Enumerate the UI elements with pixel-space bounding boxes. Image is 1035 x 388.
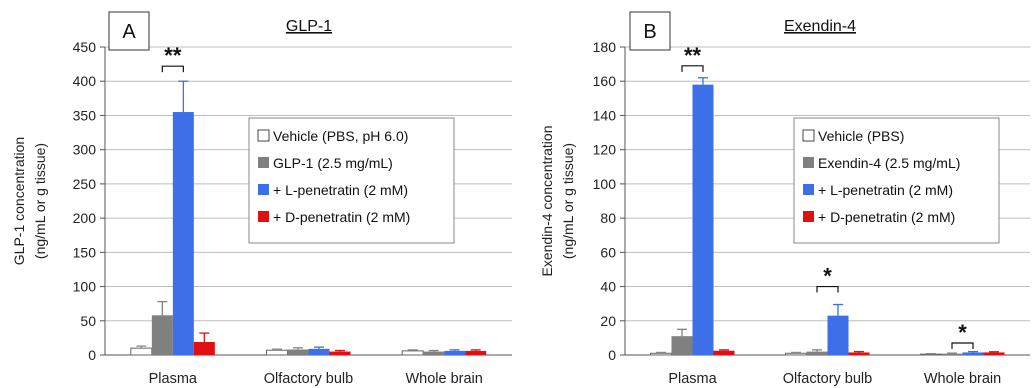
legend-entry: Vehicle (PBS) — [818, 128, 904, 144]
y-tick-label: 100 — [73, 279, 97, 295]
x-tick-label: Olfactory bulb — [783, 371, 872, 387]
bar — [193, 341, 215, 355]
y-tick-label: 180 — [593, 39, 617, 55]
x-tick-label: Olfactory bulb — [264, 371, 353, 387]
y-tick-label: 120 — [593, 142, 617, 158]
x-tick-label: Plasma — [149, 371, 198, 387]
bar — [329, 351, 351, 355]
significance-label: * — [823, 264, 832, 289]
legend-swatch — [803, 211, 814, 222]
bar — [692, 84, 714, 356]
y-tick-label: 150 — [73, 244, 97, 260]
bar — [465, 350, 487, 355]
y-tick-label: 350 — [73, 107, 97, 123]
chart-panel-a: 0 50 100 150 200 250 300 350 400 450 GLP-1 concent… — [11, 11, 512, 387]
panel-label-box — [108, 11, 150, 51]
y-tick-label: 0 — [608, 347, 616, 363]
chart-title: GLP-1 — [286, 18, 332, 35]
bar — [287, 349, 309, 355]
significance-bracket — [161, 65, 184, 73]
legend-entry: + L-penetratin (2 mM) — [818, 182, 953, 198]
bar — [172, 112, 194, 356]
y-tick-label: 160 — [593, 73, 617, 89]
y-tick-label: 20 — [600, 313, 616, 329]
y-tick-label: 140 — [593, 107, 617, 123]
y-tick-label: 400 — [73, 73, 97, 89]
significance-label: ** — [164, 43, 182, 68]
legend-swatch — [257, 129, 270, 142]
x-tick-label: Plasma — [668, 371, 717, 387]
y-tick-label: 450 — [73, 39, 97, 55]
chart-title: Exendin-4 — [784, 18, 856, 35]
legend-entry: + D-penetratin (2 mM) — [818, 209, 955, 225]
bar — [713, 350, 735, 355]
y-tick-label: 100 — [593, 176, 617, 192]
significance-label: ** — [684, 43, 702, 68]
y-axis-label-units: (ng/mL or g tissue) — [560, 143, 576, 259]
bar — [266, 349, 288, 356]
chart-panel-b: 0 20 40 60 80 100 120 140 160 180 Exendin-4 concen… — [539, 11, 1030, 387]
bar — [983, 352, 1005, 355]
bar — [444, 350, 466, 355]
bar — [671, 336, 693, 355]
panel-label: A — [122, 21, 136, 43]
bar — [827, 315, 849, 355]
bar — [848, 352, 870, 355]
legend-box — [793, 117, 1000, 244]
bar — [423, 351, 445, 355]
legend-swatch — [802, 129, 815, 142]
bar — [941, 353, 963, 355]
y-tick-label: 250 — [73, 176, 97, 192]
bar — [151, 315, 173, 355]
y-tick-label: 200 — [73, 210, 97, 226]
legend-swatch — [258, 184, 269, 195]
y-tick-label: 0 — [88, 347, 96, 363]
legend-entry: + D-penetratin (2 mM) — [273, 209, 410, 225]
x-tick-label: Whole brain — [924, 371, 1001, 387]
bar — [785, 352, 807, 356]
bar — [401, 350, 424, 356]
significance-bracket — [681, 65, 704, 72]
legend-swatch — [803, 184, 814, 195]
legend-entry: + L-penetratin (2 mM) — [273, 182, 408, 198]
bar — [308, 348, 330, 355]
panel-label-box — [629, 11, 671, 51]
legend-swatch — [258, 211, 269, 222]
y-tick-label: 300 — [73, 142, 97, 158]
y-axis-label: GLP-1 concentration — [11, 137, 27, 265]
bar — [650, 352, 672, 356]
significance-label: * — [958, 320, 967, 345]
panel-label: B — [643, 21, 656, 43]
bar — [962, 352, 984, 355]
legend-entry: GLP-1 (2.5 mg/mL) — [273, 155, 393, 171]
legend-swatch — [258, 157, 269, 168]
significance-bracket — [816, 285, 839, 293]
x-tick-label: Whole brain — [405, 371, 482, 387]
y-tick-label: 80 — [600, 210, 616, 226]
y-tick-label: 40 — [600, 279, 616, 295]
y-tick-label: 50 — [80, 313, 96, 329]
y-axis-label: Exendin-4 concentration — [539, 126, 555, 277]
y-tick-label: 60 — [600, 244, 616, 260]
legend-box — [248, 117, 455, 244]
legend-swatch — [803, 157, 814, 168]
significance-bracket — [951, 342, 974, 350]
bar — [806, 351, 828, 355]
bar — [130, 347, 153, 356]
legend-entry: Exendin-4 (2.5 mg/mL) — [818, 155, 960, 171]
y-axis-label-units: (ng/mL or g tissue) — [32, 143, 48, 259]
legend-entry: Vehicle (PBS, pH 6.0) — [273, 128, 408, 144]
